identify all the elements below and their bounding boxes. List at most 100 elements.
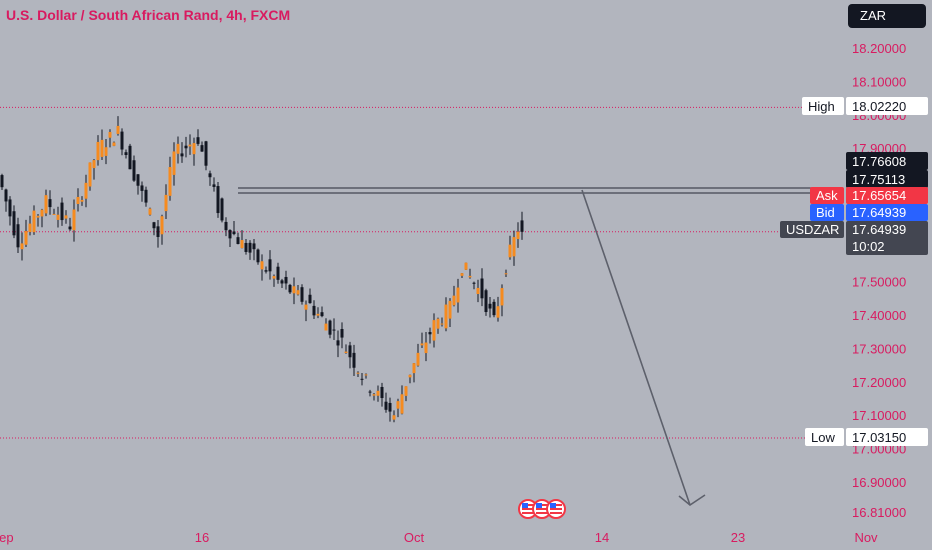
candle xyxy=(208,170,212,186)
candle xyxy=(92,159,96,180)
x-tick-label: Nov xyxy=(854,530,878,545)
last-price-tag: 17.64939 10:02 xyxy=(846,221,928,255)
candle xyxy=(264,266,268,274)
candle xyxy=(388,397,392,422)
candle xyxy=(120,128,124,156)
us-flag-icon[interactable] xyxy=(532,499,552,519)
candle xyxy=(356,371,360,377)
x-tick-label: 14 xyxy=(595,530,609,545)
candle xyxy=(20,232,24,261)
candle xyxy=(128,143,132,170)
candle xyxy=(64,210,68,224)
candle xyxy=(360,373,364,386)
candle xyxy=(312,300,316,319)
candle xyxy=(288,283,292,295)
candle xyxy=(464,262,468,271)
y-tick-label: 18.20000 xyxy=(852,41,906,56)
candle xyxy=(176,136,180,164)
candle xyxy=(68,217,72,231)
candle xyxy=(344,344,348,354)
candle xyxy=(220,197,224,223)
candle xyxy=(116,116,120,136)
high-value-tag: 18.02220 xyxy=(846,97,928,115)
candle xyxy=(204,140,208,171)
svg-text:Ask: Ask xyxy=(816,188,838,203)
candle xyxy=(488,296,492,318)
svg-text:Low: Low xyxy=(811,430,835,445)
candle xyxy=(260,254,264,281)
candle xyxy=(308,288,312,304)
candle xyxy=(0,173,4,191)
candle xyxy=(140,181,144,202)
candle xyxy=(384,392,388,413)
candle xyxy=(144,186,148,207)
candle xyxy=(232,220,236,236)
candle xyxy=(376,385,380,402)
candle xyxy=(404,386,408,402)
svg-text:Bid: Bid xyxy=(816,205,835,220)
candle xyxy=(368,389,372,397)
candle xyxy=(456,278,460,313)
candle xyxy=(296,285,300,296)
candle xyxy=(224,217,228,237)
candle xyxy=(236,232,240,245)
x-tick-label: Sep xyxy=(0,530,14,545)
candle xyxy=(280,278,284,289)
candle xyxy=(492,299,496,318)
candle xyxy=(32,205,36,235)
candle xyxy=(44,189,48,217)
x-tick-label: 23 xyxy=(731,530,745,545)
symbol-label-tag: USDZAR xyxy=(780,221,844,238)
candle xyxy=(12,205,16,239)
candle xyxy=(244,238,248,255)
candle xyxy=(152,221,156,236)
y-tick-label: 17.50000 xyxy=(852,275,906,290)
candle xyxy=(504,269,508,278)
candle xyxy=(460,272,464,278)
candle xyxy=(420,332,424,349)
candle xyxy=(276,262,280,284)
currency-button[interactable]: ZAR xyxy=(848,4,926,28)
candle xyxy=(16,217,20,254)
economic-events[interactable] xyxy=(518,499,566,519)
candle xyxy=(372,393,376,401)
bid-value-tag: 17.64939 xyxy=(846,204,928,221)
candle xyxy=(476,279,480,303)
svg-text:17.64939: 17.64939 xyxy=(852,222,906,237)
candle xyxy=(332,318,336,340)
candle xyxy=(432,313,436,348)
candle xyxy=(520,211,524,240)
candle xyxy=(516,222,520,248)
candle xyxy=(408,374,412,384)
candle xyxy=(248,240,252,260)
candle xyxy=(228,229,232,248)
candle xyxy=(320,306,324,318)
svg-text:17.75113: 17.75113 xyxy=(852,172,905,187)
y-tick-label: 18.10000 xyxy=(852,74,906,89)
candle xyxy=(180,142,184,163)
candle xyxy=(496,296,500,322)
candle xyxy=(172,142,176,186)
candle xyxy=(480,268,484,307)
candle xyxy=(424,331,428,362)
candle xyxy=(84,174,88,208)
candle xyxy=(396,398,400,418)
candle xyxy=(440,317,444,327)
candle xyxy=(212,177,216,192)
us-flag-icon[interactable] xyxy=(546,499,566,519)
high-label-tag: High xyxy=(802,97,844,115)
projection-arrow[interactable] xyxy=(581,189,691,506)
us-flag-icon[interactable] xyxy=(518,499,538,519)
candle xyxy=(324,318,328,331)
candle xyxy=(304,300,308,322)
candle xyxy=(24,219,28,247)
x-tick-label: 16 xyxy=(195,530,209,545)
svg-text:High: High xyxy=(808,99,835,114)
candle xyxy=(392,410,396,423)
candle xyxy=(380,382,384,407)
ask-value-tag: 17.65654 xyxy=(846,187,928,204)
candle xyxy=(136,174,140,195)
candle xyxy=(256,248,260,265)
candle xyxy=(56,206,60,228)
